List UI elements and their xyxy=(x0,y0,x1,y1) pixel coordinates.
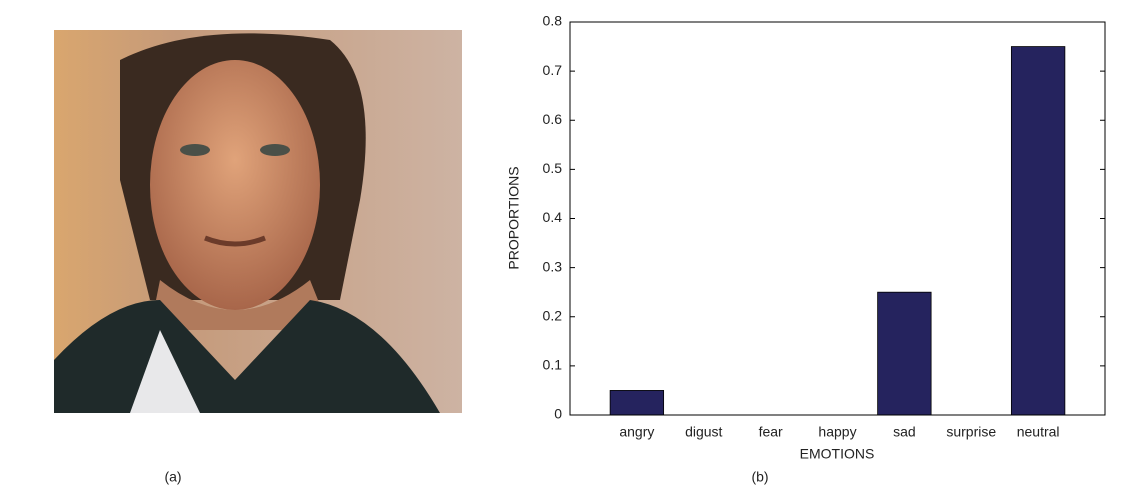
y-tick-label: 0.1 xyxy=(543,357,563,373)
y-tick-label: 0.2 xyxy=(543,307,563,323)
photo xyxy=(54,30,462,413)
x-tick-label: sad xyxy=(893,424,916,440)
x-tick-label: fear xyxy=(759,424,783,440)
plot-frame xyxy=(569,21,1106,416)
bar xyxy=(1010,46,1066,416)
y-tick-label: 0.5 xyxy=(543,160,563,176)
x-tick-label: happy xyxy=(818,424,856,440)
caption: (a) xyxy=(164,469,181,485)
y-tick-label: 0.7 xyxy=(543,62,563,78)
x-tick-label: angry xyxy=(619,424,654,440)
y-tick-label: 0 xyxy=(554,406,562,422)
x-tick-label: surprise xyxy=(946,424,996,440)
y-tick-label: 0.4 xyxy=(543,209,563,225)
x-axis-title: EMOTIONS xyxy=(800,446,875,462)
x-tick-label: neutral xyxy=(1017,424,1060,440)
x-tick-label: digust xyxy=(685,424,722,440)
bar xyxy=(609,390,665,416)
bar-chart: PROPORTIONS EMOTIONS angry digust fear happ… xyxy=(506,13,1106,462)
y-tick-label: 0.6 xyxy=(543,111,563,127)
y-tick-label: 0.3 xyxy=(543,258,563,274)
y-tick-label: 0.8 xyxy=(543,13,563,29)
bar xyxy=(877,291,932,416)
caption: (b) xyxy=(751,469,768,485)
y-axis-title: PROPORTIONS xyxy=(506,166,522,269)
